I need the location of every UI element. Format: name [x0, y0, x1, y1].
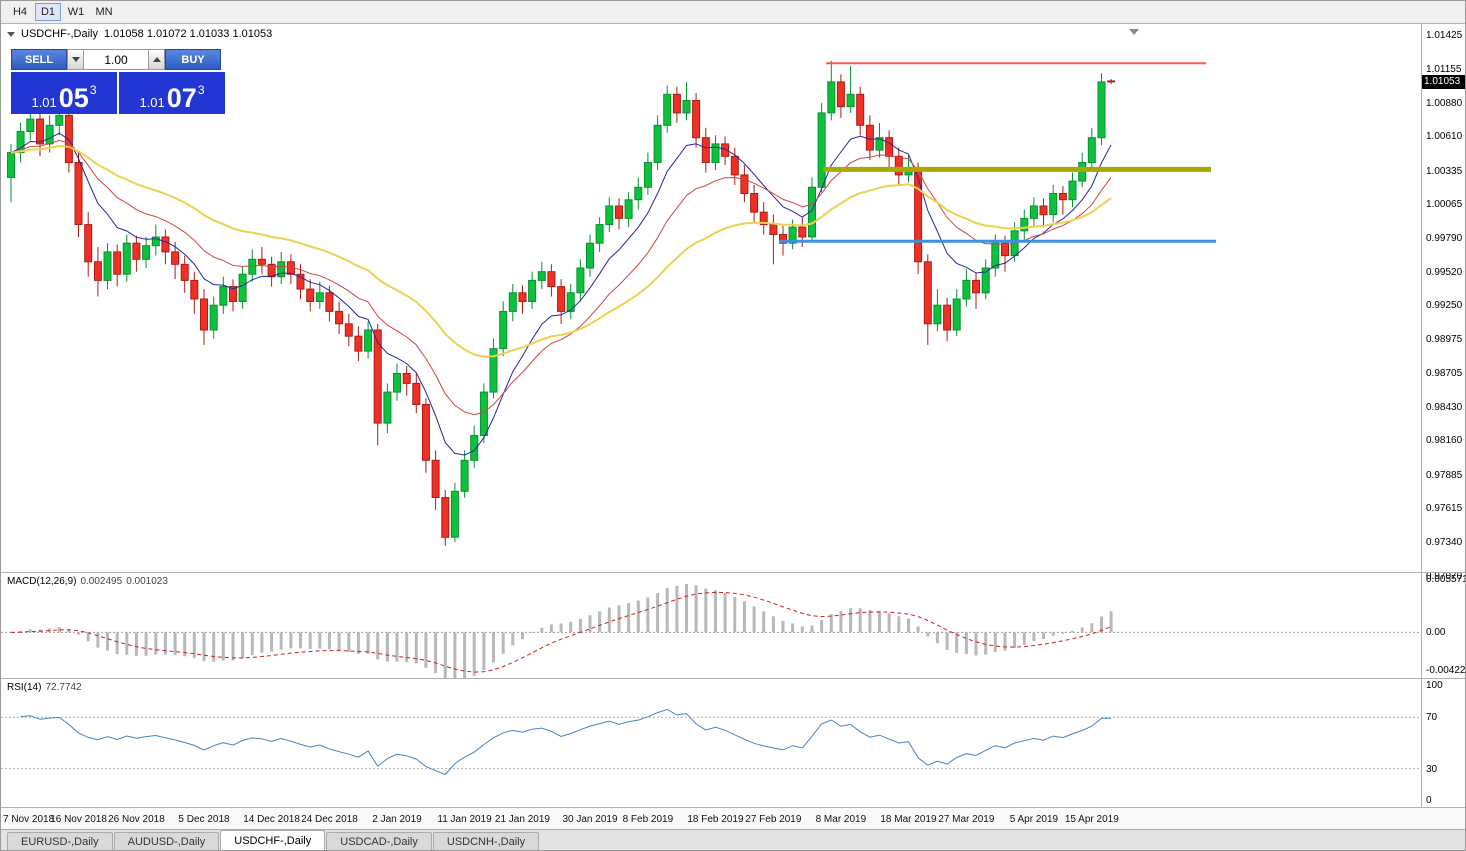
volume-up-button[interactable] — [148, 49, 165, 70]
buy-price-pip: 3 — [197, 83, 205, 97]
price-axis-label: 0.97070 — [1426, 570, 1463, 582]
macd-signal-value: 0.001023 — [126, 576, 168, 587]
rsi-axis-label: 70 — [1426, 712, 1438, 724]
time-axis-label: 16 Nov 2018 — [50, 814, 107, 825]
time-axis-label: 14 Dec 2018 — [243, 814, 300, 825]
rsi-axis-label: 30 — [1426, 763, 1438, 775]
chart-ohlc-values: 1.01058 1.01072 1.01033 1.01053 — [104, 28, 273, 40]
buy-price-big: 07 — [166, 83, 197, 114]
price-axis-label: 0.98705 — [1426, 367, 1463, 379]
time-axis-label: 30 Jan 2019 — [562, 814, 618, 825]
price-axis-label: 1.00610 — [1426, 131, 1463, 143]
triangle-up-icon — [152, 57, 161, 62]
sell-price-prefix: 1.01 — [31, 94, 57, 110]
time-axis-label: 21 Jan 2019 — [494, 814, 550, 825]
time-axis-label: 11 Jan 2019 — [437, 814, 492, 825]
rsi-value: 72.7742 — [45, 682, 82, 693]
macd-main-value: 0.002495 — [80, 576, 123, 587]
price-axis-label: 0.99790 — [1426, 233, 1463, 245]
time-axis-label: 27 Feb 2019 — [745, 814, 802, 825]
current-price-tag: 1.01053 — [1422, 74, 1465, 89]
chart-tab-usdcnh[interactable]: USDCNH-,Daily — [432, 832, 540, 850]
trade-controls-row: SELL BUY — [11, 49, 225, 70]
chart-shift-marker-icon[interactable] — [1129, 29, 1139, 35]
chart-tab-bar: EURUSD-,Daily AUDUSD-,Daily USDCHF-,Daily U… — [1, 829, 1465, 850]
time-axis-label: 26 Nov 2018 — [108, 814, 165, 825]
chart-tab-eurusd[interactable]: EURUSD-,Daily — [7, 832, 113, 850]
chart-tab-usdcad[interactable]: USDCAD-,Daily — [326, 832, 432, 850]
sell-price-display[interactable]: 1.01 05 3 — [11, 72, 117, 114]
price-axis-label: 1.00335 — [1426, 165, 1463, 177]
chart-header: USDCHF-,Daily 1.01058 1.01072 1.01033 1.… — [7, 28, 272, 40]
price-axis-label: 0.99250 — [1426, 300, 1463, 312]
triangle-down-icon — [71, 57, 80, 62]
time-axis-label: 24 Dec 2018 — [301, 814, 358, 825]
timeframe-button-mn[interactable]: MN — [91, 3, 117, 21]
price-axis-label: 0.99520 — [1426, 266, 1463, 278]
buy-button[interactable]: BUY — [165, 49, 221, 70]
time-axis-label: 5 Apr 2019 — [1009, 814, 1059, 825]
timeframe-toolbar: H4 D1 W1 MN — [1, 1, 1465, 24]
one-click-panel-toggle-icon[interactable] — [7, 31, 15, 37]
sell-button[interactable]: SELL — [11, 49, 67, 70]
sell-price-big: 05 — [58, 83, 89, 114]
buy-price-prefix: 1.01 — [139, 94, 165, 110]
price-axis-label: 0.98430 — [1426, 401, 1463, 413]
price-axis-label: 1.01425 — [1426, 30, 1463, 42]
price-axis-label: 1.01155 — [1426, 63, 1462, 75]
rsi-panel-separator[interactable] — [1, 678, 1465, 679]
time-axis-label: 5 Dec 2018 — [178, 814, 230, 825]
sell-price-pip: 3 — [89, 83, 97, 97]
buy-price-display[interactable]: 1.01 07 3 — [119, 72, 225, 114]
time-axis-label: 7 Nov 2018 — [3, 814, 55, 825]
macd-axis-label: 0.005571 — [1426, 574, 1466, 585]
price-axis-label: 0.98975 — [1426, 334, 1463, 346]
price-axis-label: 1.00065 — [1426, 199, 1463, 211]
chart-symbol-label: USDCHF-,Daily — [21, 28, 98, 40]
macd-panel-separator[interactable] — [1, 572, 1465, 573]
price-axis-label: 1.00880 — [1426, 97, 1463, 109]
time-axis[interactable]: 7 Nov 2018 16 Nov 2018 26 Nov 2018 5 Dec 20… — [1, 807, 1465, 829]
chart-tab-audusd[interactable]: AUDUSD-,Daily — [113, 832, 220, 850]
rsi-axis-label: 100 — [1426, 680, 1443, 691]
time-axis-label: 15 Apr 2019 — [1064, 814, 1119, 825]
rsi-indicator-label: RSI(14) 72.7742 — [7, 682, 82, 693]
time-axis-label: 18 Feb 2019 — [687, 814, 744, 825]
macd-indicator-label: MACD(12,26,9) 0.002495 0.001023 — [7, 576, 168, 587]
time-axis-label: 18 Mar 2019 — [880, 814, 937, 825]
price-axis-label: 0.97615 — [1426, 503, 1463, 515]
timeframe-button-d1[interactable]: D1 — [35, 3, 61, 21]
price-axis-label: 0.97885 — [1426, 469, 1463, 481]
volume-input[interactable] — [84, 49, 148, 70]
macd-axis-label: -0.004224 — [1426, 665, 1466, 676]
rsi-name: RSI(14) — [7, 682, 42, 693]
macd-axis-label: 0.00 — [1426, 627, 1446, 639]
time-axis-label: 2 Jan 2019 — [372, 814, 422, 825]
trade-prices-row: 1.01 05 3 1.01 07 3 — [11, 72, 225, 114]
time-axis-label: 8 Feb 2019 — [622, 814, 674, 825]
macd-name: MACD(12,26,9) — [7, 576, 77, 587]
price-scale-border — [1421, 24, 1422, 807]
volume-down-button[interactable] — [67, 49, 84, 70]
chart-tab-usdchf[interactable]: USDCHF-,Daily — [220, 830, 326, 850]
time-axis-label: 8 Mar 2019 — [815, 814, 867, 825]
price-axis-label: 0.97340 — [1426, 537, 1463, 549]
timeframe-button-h4[interactable]: H4 — [7, 3, 33, 21]
time-axis-label: 27 Mar 2019 — [938, 814, 995, 825]
one-click-trade-panel: SELL BUY 1.01 05 3 1.01 07 3 — [11, 49, 225, 114]
price-axis-label: 0.98160 — [1426, 435, 1463, 447]
timeframe-button-w1[interactable]: W1 — [63, 3, 89, 21]
rsi-axis-label: 0 — [1426, 795, 1432, 806]
chart-area[interactable] — [1, 24, 1465, 807]
